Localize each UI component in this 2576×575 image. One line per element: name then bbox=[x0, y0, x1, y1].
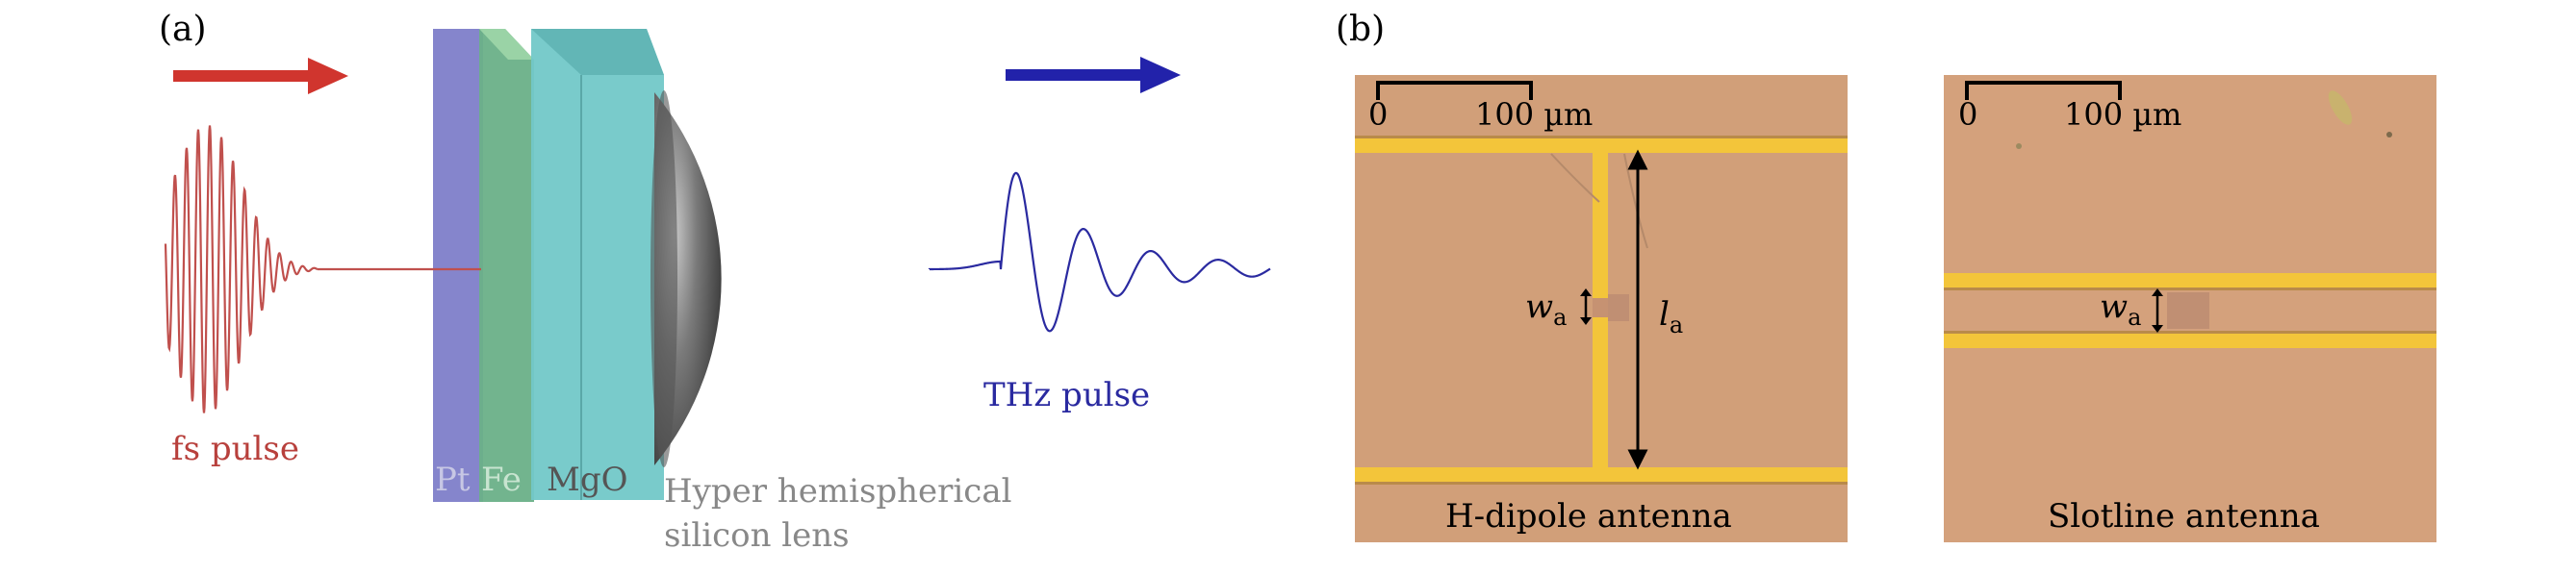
thz-direction-arrow bbox=[1006, 57, 1181, 93]
lens-label-line2: silicon lens bbox=[664, 516, 850, 555]
panel-a-label: (a) bbox=[159, 10, 207, 49]
h-dipole-micrograph: 0 100 µm wa la H-dipole antenna bbox=[1355, 75, 1848, 542]
lens-label-line1: Hyper hemispherical bbox=[664, 472, 1011, 511]
pt-layer-label: Pt bbox=[435, 461, 471, 499]
panel-b: (b) 0 100 µm bbox=[1336, 10, 2436, 542]
h-dipole-scale-zero: 0 bbox=[1368, 96, 1388, 133]
fe-layer-label: Fe bbox=[481, 461, 522, 499]
pt-layer bbox=[433, 29, 483, 502]
h-dipole-l-label: la bbox=[1659, 295, 1683, 338]
fs-direction-arrow bbox=[173, 58, 348, 94]
mgo-layer-label: MgO bbox=[547, 461, 627, 499]
panel-b-label: (b) bbox=[1336, 10, 1385, 49]
mgo-layer bbox=[531, 29, 664, 500]
fs-pulse-waveform bbox=[164, 125, 319, 413]
thz-pulse-waveform bbox=[928, 171, 1271, 333]
slotline-scale-zero: 0 bbox=[1958, 96, 1977, 133]
slotline-w-label: wa bbox=[2100, 288, 2141, 331]
thz-pulse-label: THz pulse bbox=[983, 376, 1150, 414]
h-dipole-caption: H-dipole antenna bbox=[1445, 497, 1732, 536]
slotline-micrograph: 0 100 µm wa Slotline antenna bbox=[1944, 75, 2436, 542]
fs-pulse-label: fs pulse bbox=[171, 430, 299, 468]
slotline-scale-value: 100 µm bbox=[2064, 96, 2181, 133]
h-dipole-w-label: wa bbox=[1525, 288, 1567, 331]
panel-a: (a) fs pulse Pt Fe MgO Hyper hemispheric… bbox=[159, 10, 1271, 555]
slotline-caption: Slotline antenna bbox=[2048, 497, 2320, 536]
fe-layer bbox=[479, 29, 534, 502]
h-dipole-scale-value: 100 µm bbox=[1475, 96, 1593, 133]
